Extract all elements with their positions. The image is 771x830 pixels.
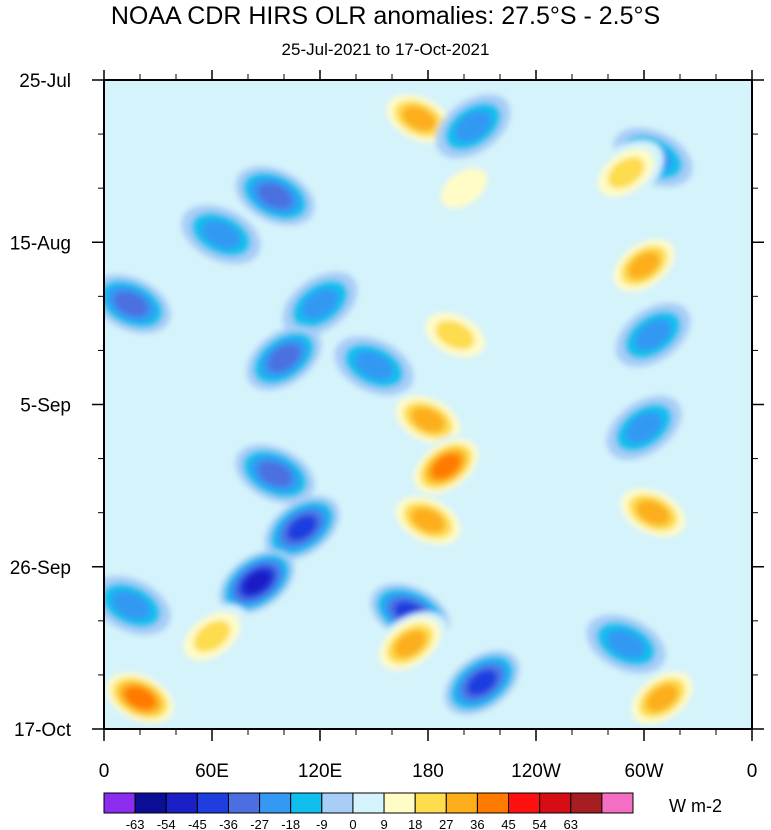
anomaly-feature <box>219 550 295 615</box>
anomaly-feature <box>408 434 484 499</box>
colorbar-label: -63 <box>126 817 145 830</box>
colorbar-swatch <box>227 792 261 814</box>
colorbar-label: -54 <box>157 817 176 830</box>
y-tick-label: 17-Oct <box>14 720 72 741</box>
colorbar-label: -36 <box>219 817 238 830</box>
x-tick-label: 180 <box>412 761 444 782</box>
anomaly-feature <box>246 325 322 391</box>
colorbar-swatch <box>445 792 478 814</box>
x-tick-label: 0 <box>747 761 758 782</box>
anomaly-feature <box>613 483 693 543</box>
colorbar-swatch <box>383 792 416 814</box>
colorbar-label: 18 <box>408 817 422 830</box>
colorbar-label: -45 <box>188 817 207 830</box>
anomaly-feature <box>426 156 502 221</box>
anomaly-feature <box>334 336 414 396</box>
anomaly-feature <box>415 305 495 365</box>
colorbar-label: 63 <box>564 817 578 830</box>
colorbar-swatch <box>103 792 136 814</box>
anomaly-feature <box>282 271 358 337</box>
colorbar-label: 0 <box>349 817 356 830</box>
colorbar-swatch <box>290 792 323 814</box>
plot-area <box>104 80 752 729</box>
colorbar-swatch <box>414 792 447 814</box>
anomaly-feature <box>588 140 664 205</box>
colorbar-label: 27 <box>439 817 453 830</box>
anomaly-feature <box>235 444 315 504</box>
anomaly-feature <box>615 302 691 368</box>
anomaly-feature <box>606 233 682 298</box>
chart-subtitle: 25-Jul-2021 to 17-Oct-2021 <box>281 40 490 59</box>
colorbar-swatch <box>134 792 167 814</box>
anomaly-feature <box>444 650 520 715</box>
anomaly-feature <box>388 390 468 450</box>
colorbar-label: -18 <box>281 817 300 830</box>
colorbar-label: -27 <box>250 817 269 830</box>
anomaly-feature <box>235 166 315 226</box>
colorbar-swatch <box>508 792 541 814</box>
y-tick-label: 25-Jul <box>19 71 71 92</box>
anomaly-feature <box>624 665 700 729</box>
y-tick-label: 15-Aug <box>10 233 71 254</box>
colorbar-swatch <box>539 792 572 814</box>
anomaly-feature <box>606 395 682 460</box>
chart-title: NOAA CDR HIRS OLR anomalies: 27.5°S - 2.… <box>110 2 661 30</box>
anomaly-feature <box>435 94 511 159</box>
colorbar-swatch <box>570 792 603 814</box>
colorbar-swatch <box>601 792 634 814</box>
colorbar-label: 36 <box>470 817 484 830</box>
colorbar-label: -9 <box>316 817 328 830</box>
y-tick-label: 5-Sep <box>20 396 71 417</box>
colorbar-swatch <box>352 792 385 814</box>
colorbar-label: 54 <box>532 817 546 830</box>
colorbar-swatch <box>196 792 229 814</box>
x-tick-label: 120W <box>511 761 561 782</box>
x-tick-label: 60W <box>624 761 663 782</box>
anomaly-feature <box>104 668 180 728</box>
colorbar-swatch <box>259 792 292 814</box>
anomaly-feature <box>174 604 250 669</box>
colorbar-swatch <box>165 792 198 814</box>
colorbar-swatch <box>321 792 354 814</box>
anomaly-feature <box>372 611 448 677</box>
colorbar-units: W m-2 <box>669 796 722 816</box>
anomaly-feature <box>586 614 666 674</box>
x-tick-label: 60E <box>195 761 229 782</box>
colorbar-label: 45 <box>501 817 515 830</box>
anomaly-feature <box>264 495 340 561</box>
colorbar-label: 9 <box>380 817 387 830</box>
anomaly-feature <box>379 89 459 149</box>
anomaly-feature <box>104 274 171 334</box>
x-tick-label: 120E <box>298 761 342 782</box>
y-tick-label: 26-Sep <box>10 558 71 579</box>
anomaly-feature <box>388 490 468 550</box>
x-tick-label: 0 <box>99 761 110 782</box>
anomaly-feature <box>104 575 171 635</box>
colorbar: -63 -54 -45 -36 -27 -18 -9 0 9 18 27 36 45 54 63 <box>103 792 634 830</box>
anomaly-feature <box>181 205 261 265</box>
colorbar-swatch <box>476 792 510 814</box>
